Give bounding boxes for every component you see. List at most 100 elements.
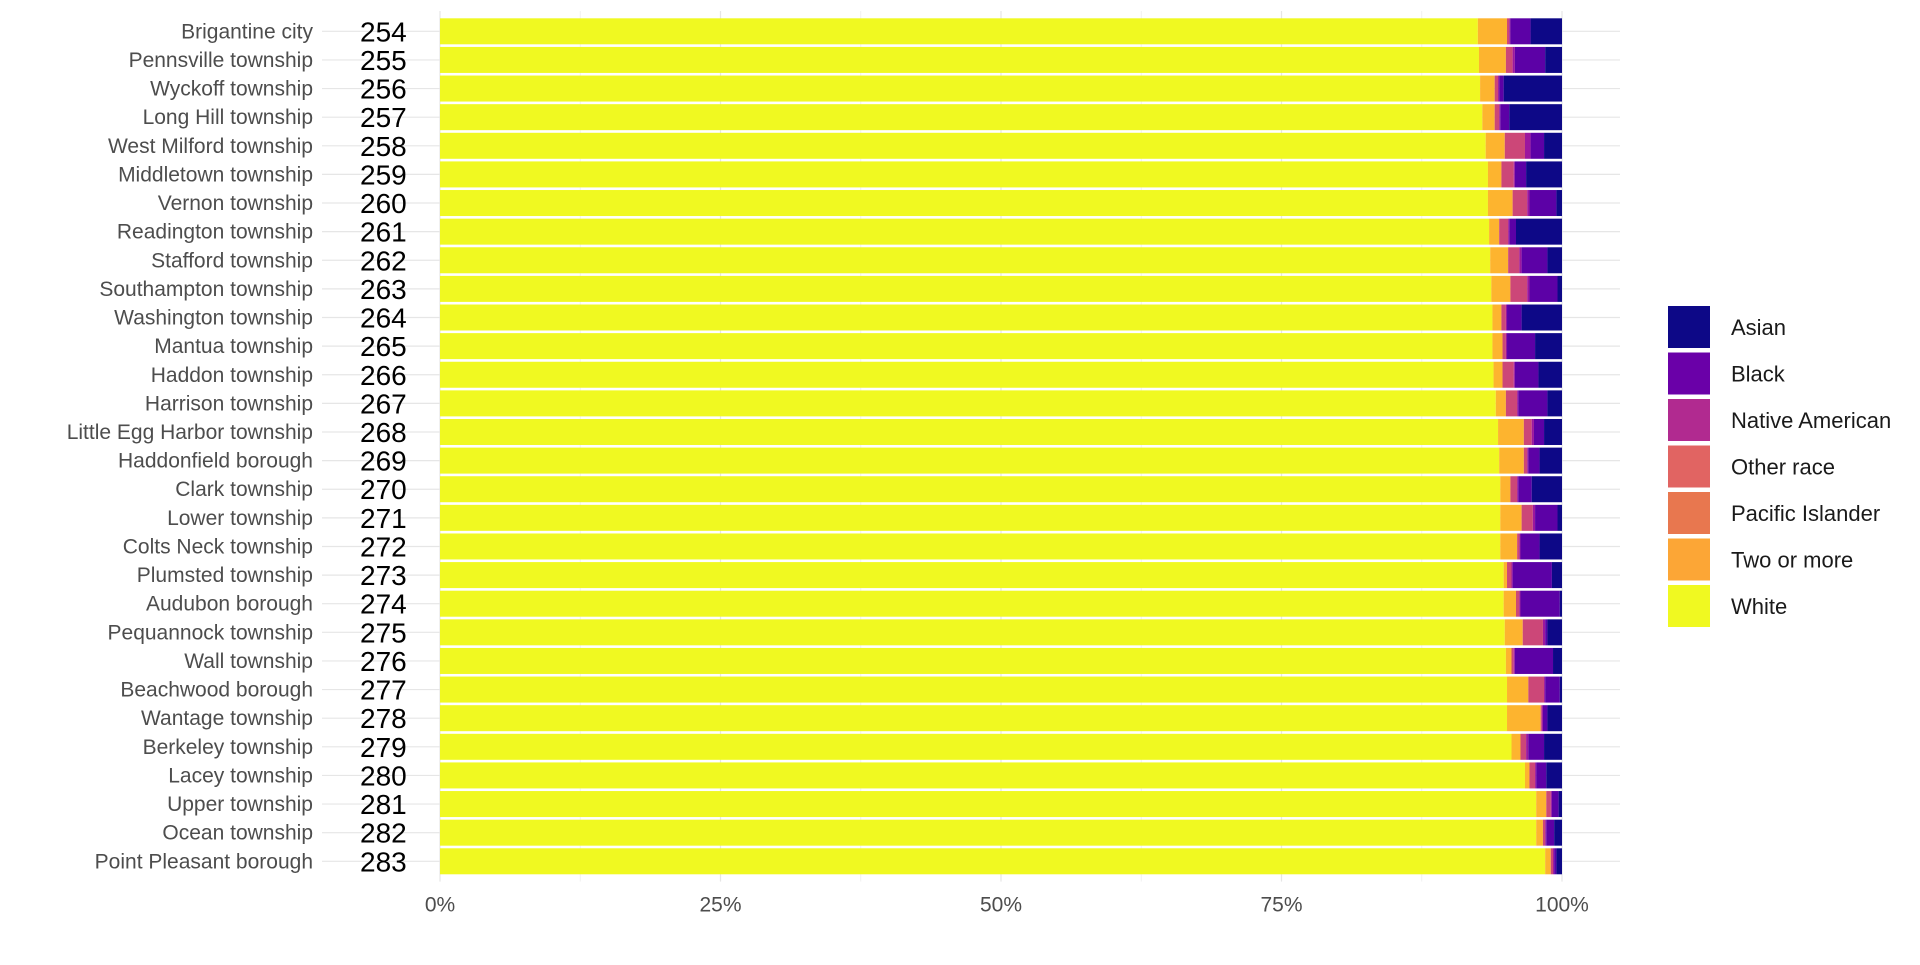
bar-segment-white bbox=[440, 504, 1501, 531]
rank-label: 267 bbox=[360, 388, 407, 419]
bar-segment-two-or-more bbox=[1524, 762, 1530, 789]
legend-item-black: Black bbox=[1668, 352, 1786, 395]
legend-swatch bbox=[1668, 492, 1710, 534]
rank-label: 276 bbox=[360, 646, 407, 677]
bar-row-ocean-township bbox=[440, 819, 1562, 846]
bar-segment-two-or-more bbox=[1500, 504, 1522, 531]
bar-segment-white bbox=[440, 590, 1504, 617]
bar-segment-asian bbox=[1559, 676, 1562, 703]
bar-segment-black bbox=[1530, 132, 1545, 159]
legend-item-other-race: Other race bbox=[1668, 445, 1835, 488]
legend-swatch bbox=[1668, 352, 1710, 395]
bar-segment-two-or-more bbox=[1499, 447, 1524, 474]
bar-segment-two-or-more bbox=[1503, 562, 1508, 589]
bar-segment-white bbox=[440, 161, 1488, 188]
bar-row-haddonfield-borough bbox=[440, 447, 1562, 474]
bar-segment-two-or-more bbox=[1492, 304, 1502, 331]
bar-row-lacey-township bbox=[440, 762, 1562, 789]
row-label: Wyckoff township bbox=[150, 78, 313, 101]
bar-segment-native-american bbox=[1542, 619, 1546, 646]
bar-segment-other-race bbox=[1494, 75, 1499, 102]
bar-segment-asian bbox=[1547, 619, 1562, 646]
legend: Asian Black Native American Other race Pacif… bbox=[1668, 306, 1891, 627]
bar-segment-black bbox=[1554, 848, 1557, 875]
x-tick-label: 75% bbox=[1260, 894, 1302, 917]
row-label: Southampton township bbox=[99, 278, 313, 301]
bar-segment-white bbox=[440, 533, 1501, 560]
bar-segment-white bbox=[440, 361, 1494, 388]
legend-swatch bbox=[1668, 445, 1710, 488]
bar-row-wyckoff-township bbox=[440, 75, 1562, 102]
bar-segment-white bbox=[440, 705, 1508, 732]
bar-segment-asian bbox=[1544, 733, 1562, 760]
bar-segment-native-american bbox=[1541, 705, 1543, 732]
bar-segment-black bbox=[1514, 361, 1539, 388]
bar-row-clark-township bbox=[440, 476, 1562, 503]
bar-segment-other-race bbox=[1502, 333, 1506, 360]
legend-label: Two or more bbox=[1731, 548, 1853, 573]
bar-segment-asian bbox=[1521, 304, 1562, 331]
bar-row-west-milford-township bbox=[440, 132, 1562, 159]
bar-segment-asian bbox=[1535, 333, 1562, 360]
bar-row-pequannock-township bbox=[440, 619, 1562, 646]
bar-segment-black bbox=[1545, 676, 1560, 703]
row-label: Wantage township bbox=[141, 707, 313, 730]
bar-segment-white bbox=[440, 218, 1490, 245]
rank-label: 264 bbox=[360, 303, 407, 334]
row-label: Stafford township bbox=[151, 249, 313, 272]
bar-segment-white bbox=[440, 733, 1512, 760]
legend-label: Pacific Islander bbox=[1731, 501, 1880, 526]
bar-segment-other-race bbox=[1520, 733, 1527, 760]
bar-segment-native-american bbox=[1535, 762, 1537, 789]
row-label: Ocean township bbox=[162, 822, 313, 845]
bar-segment-white bbox=[440, 619, 1505, 646]
row-label: Haddonfield borough bbox=[118, 450, 313, 473]
row-label: Pennsville township bbox=[129, 49, 313, 72]
rank-label: 271 bbox=[360, 503, 407, 534]
bar-segment-asian bbox=[1539, 533, 1562, 560]
bar-row-colts-neck-township bbox=[440, 533, 1562, 560]
legend-label: Native American bbox=[1731, 408, 1891, 433]
rank-label: 268 bbox=[360, 417, 407, 448]
bar-row-long-hill-township bbox=[440, 104, 1562, 131]
bar-row-plumsted-township bbox=[440, 562, 1562, 589]
bar-segment-native-american bbox=[1498, 75, 1500, 102]
bar-row-harrison-township bbox=[440, 390, 1562, 417]
bar-segment-two-or-more bbox=[1480, 75, 1495, 102]
bar-segment-black bbox=[1514, 46, 1546, 73]
bar-row-readington-township bbox=[440, 218, 1562, 245]
x-tick-label: 50% bbox=[980, 894, 1022, 917]
bar-segment-asian bbox=[1558, 791, 1562, 818]
bar-segment-white bbox=[440, 275, 1492, 302]
row-label: Haddon township bbox=[151, 364, 313, 387]
bar-row-southampton-township bbox=[440, 275, 1562, 302]
bar-segment-asian bbox=[1539, 447, 1562, 474]
bar-segment-asian bbox=[1547, 705, 1562, 732]
bar-row-middletown-township bbox=[440, 161, 1562, 188]
bar-segment-two-or-more bbox=[1536, 819, 1543, 846]
bar-segment-asian bbox=[1556, 190, 1562, 217]
bar-segment-other-race bbox=[1510, 476, 1518, 503]
bar-segment-black bbox=[1514, 647, 1554, 674]
bar-segment-asian bbox=[1538, 361, 1562, 388]
bar-segment-native-american bbox=[1527, 190, 1530, 217]
bar-segment-other-race bbox=[1511, 647, 1514, 674]
bar-segment-native-american bbox=[1517, 476, 1519, 503]
bar-segment-two-or-more bbox=[1495, 390, 1506, 417]
bar-segment-two-or-more bbox=[1490, 247, 1509, 274]
bar-segment-two-or-more bbox=[1507, 676, 1529, 703]
bar-segment-white bbox=[440, 476, 1501, 503]
bar-segment-two-or-more bbox=[1545, 848, 1551, 875]
bar-row-lower-township bbox=[440, 504, 1562, 531]
bar-segment-native-american bbox=[1508, 218, 1510, 245]
legend-swatch bbox=[1668, 538, 1710, 581]
bar-segment-black bbox=[1500, 104, 1510, 131]
bar-segment-other-race bbox=[1507, 18, 1510, 45]
bar-segment-two-or-more bbox=[1493, 361, 1503, 388]
bar-segment-native-american bbox=[1519, 590, 1521, 617]
bar-row-haddon-township bbox=[440, 361, 1562, 388]
row-labels-layer: Brigantine city Pennsville township Wyckof… bbox=[67, 20, 314, 873]
bar-segment-other-race bbox=[1550, 848, 1554, 875]
bar-segment-other-race bbox=[1540, 705, 1542, 732]
bar-segment-asian bbox=[1546, 762, 1562, 789]
